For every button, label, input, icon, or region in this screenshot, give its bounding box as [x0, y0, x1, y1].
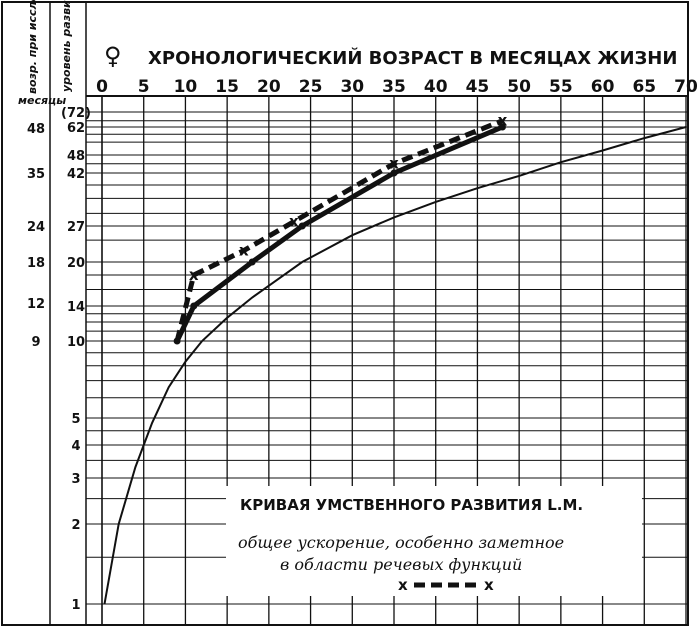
- x-tick-label: 0: [96, 77, 108, 97]
- level-tick-label: 14: [67, 300, 85, 315]
- note-line-1: общее ускорение, особенно заметное: [238, 533, 564, 552]
- level-tick-label: (72): [61, 106, 91, 121]
- level-tick-labels: (72)62 48 42 27 20 14 10 5 4 3 2 1: [61, 106, 91, 613]
- level-tick-label: 2: [71, 518, 80, 533]
- mental-curve-point: [190, 302, 198, 310]
- x-tick-label: 25: [299, 77, 323, 97]
- mental-curve-point: [390, 169, 398, 177]
- note-line-2: в области речевых функций: [280, 555, 522, 574]
- level-tick-label: 10: [67, 335, 85, 350]
- months-label: месяцы: [18, 94, 66, 107]
- age-tick-label: 9: [31, 335, 40, 350]
- age-tick-label: 24: [27, 220, 45, 235]
- note-background: [226, 486, 642, 596]
- norm-curve: [103, 126, 687, 605]
- legend-marker-right: x: [484, 576, 494, 594]
- female-symbol: ♀: [104, 41, 122, 70]
- verbal-curve-point: x: [389, 155, 399, 173]
- level-tick-label: 5: [71, 412, 80, 427]
- level-tick-label: 1: [71, 598, 80, 613]
- x-tick-label: 70: [674, 77, 698, 97]
- level-tick-label: 3: [71, 472, 80, 487]
- x-tick-label: 5: [138, 77, 150, 97]
- verbal-development-curve: [174, 118, 504, 342]
- mental-curve-point: [498, 123, 506, 131]
- x-tick-label: 65: [632, 77, 656, 97]
- note-title: КРИВАЯ УМСТВЕННОГО РАЗВИТИЯ L.M.: [240, 496, 583, 514]
- x-tick-label: 50: [507, 77, 531, 97]
- mental-curve-point: [298, 222, 306, 230]
- level-tick-label: 27: [67, 220, 85, 235]
- x-tick-label: 15: [215, 77, 239, 97]
- x-tick-labels: 0 5 10 15 20 25 30 35 40 45 50 55 60 65 70: [96, 77, 698, 97]
- curves: x x x x x: [103, 112, 687, 605]
- chart-title: ХРОНОЛОГИЧЕСКИЙ ВОЗРАСТ В МЕСЯЦАХ ЖИЗНИ: [148, 47, 677, 69]
- age-tick-label: 35: [27, 167, 45, 182]
- x-tick-label: 40: [424, 77, 448, 97]
- x-tick-label: 60: [591, 77, 615, 97]
- verbal-curve-point: x: [289, 213, 299, 231]
- verbal-curve-point: x: [239, 242, 249, 260]
- legend-marker-left: x: [398, 576, 408, 594]
- level-tick-label: 4: [71, 439, 80, 454]
- age-tick-label: 12: [27, 297, 45, 312]
- level-column-header: уровень развития: [60, 0, 73, 92]
- age-tick-labels: 48 35 24 18 12 9: [27, 122, 45, 350]
- x-tick-label: 20: [257, 77, 281, 97]
- level-tick-label: 48: [67, 149, 85, 164]
- level-tick-label: 20: [67, 256, 85, 271]
- mental-curve-point: [248, 258, 256, 266]
- age-tick-label: 18: [27, 256, 45, 271]
- x-tick-label: 10: [174, 77, 198, 97]
- age-column-header: возр. при исследов.: [26, 0, 39, 94]
- x-tick-label: 35: [382, 77, 406, 97]
- level-tick-label: 42: [67, 167, 85, 182]
- x-tick-label: 55: [549, 77, 573, 97]
- mental-development-curve: [174, 124, 504, 343]
- age-tick-label: 48: [27, 122, 45, 137]
- x-tick-label: 45: [466, 77, 490, 97]
- level-tick-label: 62: [67, 121, 85, 136]
- verbal-curve-point: x: [498, 112, 508, 130]
- x-tick-label: 30: [340, 77, 364, 97]
- verbal-curve-point: x: [189, 266, 199, 284]
